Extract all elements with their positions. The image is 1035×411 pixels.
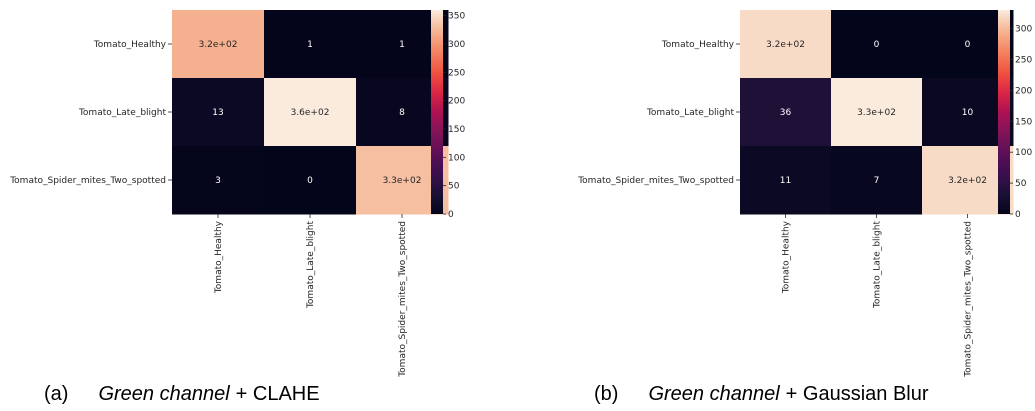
y-tick-label: Tomato_Late_blight bbox=[646, 108, 735, 118]
heatmap-cell bbox=[264, 146, 357, 215]
cell-annotation: 7 bbox=[874, 176, 880, 186]
caption-suffix: + CLAHE bbox=[236, 383, 320, 405]
y-tick-label: Tomato_Late_blight bbox=[78, 108, 167, 118]
heatmap-cell bbox=[172, 146, 265, 215]
heatmap-cell bbox=[831, 10, 923, 79]
x-tick-label: Tomato_Spider_mites_Two_spotted bbox=[398, 221, 408, 378]
figure-caption: (a) Green channel + CLAHE bbox=[44, 383, 320, 405]
heatmap-cell bbox=[831, 146, 923, 215]
heatmap-cell bbox=[172, 10, 265, 79]
caption-prefix: (a) bbox=[44, 383, 68, 405]
cell-annotation: 0 bbox=[307, 176, 313, 186]
x-tick-label: Tomato_Late_blight bbox=[306, 221, 316, 310]
cell-annotation: 3.2e+02 bbox=[199, 40, 238, 50]
cell-annotation: 36 bbox=[780, 108, 792, 118]
caption-suffix: + Gaussian Blur bbox=[786, 383, 929, 405]
x-tick-label: Tomato_Late_blight bbox=[873, 221, 883, 310]
cell-annotation: 0 bbox=[965, 40, 971, 50]
heatmap-cell bbox=[831, 78, 923, 147]
cell-annotation: 8 bbox=[399, 108, 405, 118]
colorbar bbox=[998, 10, 1010, 214]
cell-annotation: 0 bbox=[874, 40, 880, 50]
colorbar-tick-label: 250 bbox=[1015, 55, 1032, 65]
colorbar-tick-label: 50 bbox=[1015, 179, 1027, 189]
x-tick-label: Tomato_Spider_mites_Two_spotted bbox=[964, 221, 974, 378]
cell-annotation: 1 bbox=[399, 40, 405, 50]
y-tick-label: Tomato_Spider_mites_Two_spotted bbox=[9, 176, 166, 186]
heatmap-cell bbox=[740, 146, 832, 215]
cell-annotation: 3 bbox=[215, 176, 221, 186]
cell-annotation: 3.3e+02 bbox=[857, 108, 896, 118]
cell-annotation: 3.6e+02 bbox=[291, 108, 330, 118]
x-tick-label: Tomato_Healthy bbox=[214, 220, 224, 294]
colorbar-tick-label: 150 bbox=[448, 125, 465, 135]
colorbar-tick-label: 50 bbox=[448, 182, 460, 192]
caption-italic: Green channel bbox=[648, 383, 780, 405]
cell-annotation: 13 bbox=[212, 108, 223, 118]
heatmap-cell bbox=[264, 10, 357, 79]
y-tick-label: Tomato_Healthy bbox=[661, 40, 735, 50]
colorbar bbox=[431, 10, 443, 214]
caption-prefix: (b) bbox=[594, 383, 618, 405]
caption-italic: Green channel bbox=[98, 383, 230, 405]
colorbar-tick-label: 100 bbox=[448, 153, 465, 163]
y-tick-label: Tomato_Healthy bbox=[93, 40, 167, 50]
colorbar-tick-label: 150 bbox=[1015, 117, 1032, 127]
heatmap-cell bbox=[264, 78, 357, 147]
cell-annotation: 3.2e+02 bbox=[948, 176, 987, 186]
colorbar-tick-label: 350 bbox=[448, 12, 465, 22]
figure-caption: (b) Green channel + Gaussian Blur bbox=[594, 383, 929, 405]
colorbar-tick-label: 100 bbox=[1015, 148, 1032, 158]
heatmap-cell bbox=[172, 78, 265, 147]
colorbar-tick-label: 0 bbox=[1015, 210, 1021, 220]
y-tick-label: Tomato_Spider_mites_Two_spotted bbox=[577, 176, 734, 186]
x-tick-label: Tomato_Healthy bbox=[782, 220, 792, 294]
colorbar-tick-label: 200 bbox=[448, 97, 465, 107]
cell-annotation: 1 bbox=[307, 40, 313, 50]
heatmap-cell bbox=[740, 78, 832, 147]
colorbar-tick-label: 300 bbox=[1015, 25, 1032, 35]
cell-annotation: 3.2e+02 bbox=[766, 40, 805, 50]
colorbar-tick-label: 250 bbox=[448, 68, 465, 78]
cell-annotation: 11 bbox=[780, 176, 791, 186]
colorbar-tick-label: 200 bbox=[1015, 86, 1032, 96]
colorbar-tick-label: 0 bbox=[448, 210, 454, 220]
heatmap-cell bbox=[740, 10, 832, 79]
cell-annotation: 3.3e+02 bbox=[383, 176, 422, 186]
colorbar-tick-label: 300 bbox=[448, 40, 465, 50]
cell-annotation: 10 bbox=[962, 108, 974, 118]
